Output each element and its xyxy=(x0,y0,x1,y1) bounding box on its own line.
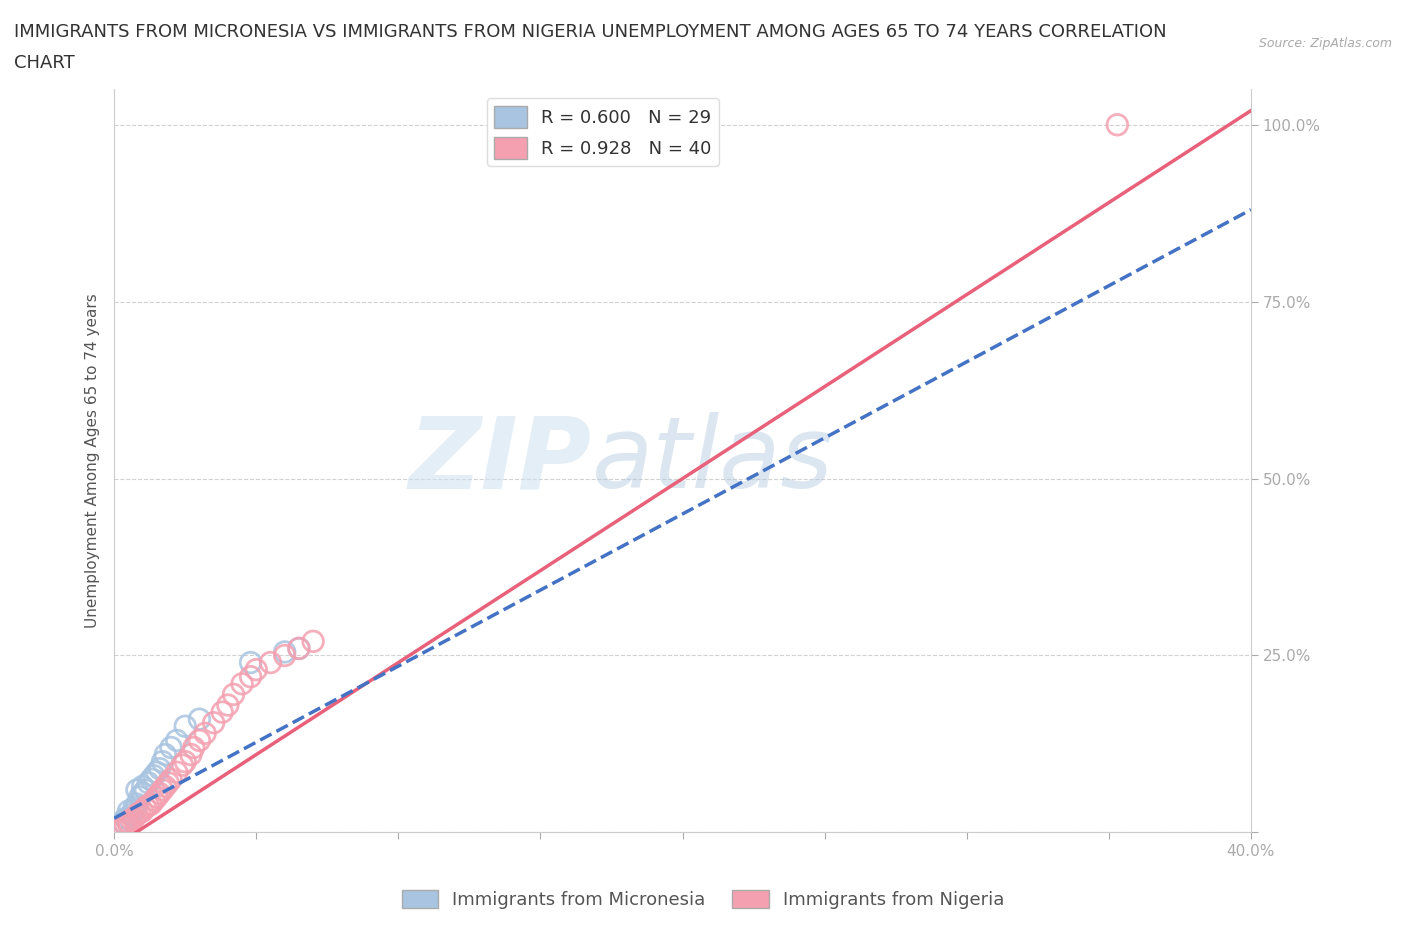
Legend: R = 0.600   N = 29, R = 0.928   N = 40: R = 0.600 N = 29, R = 0.928 N = 40 xyxy=(486,99,718,166)
Y-axis label: Unemployment Among Ages 65 to 74 years: Unemployment Among Ages 65 to 74 years xyxy=(86,294,100,629)
Point xyxy=(1107,117,1129,132)
Point xyxy=(160,772,183,787)
Point xyxy=(174,754,197,769)
Point xyxy=(139,772,162,787)
Text: Source: ZipAtlas.com: Source: ZipAtlas.com xyxy=(1258,37,1392,50)
Point xyxy=(152,754,174,769)
Point xyxy=(166,733,188,748)
Text: atlas: atlas xyxy=(592,412,834,510)
Point xyxy=(117,804,139,818)
Point xyxy=(188,733,211,748)
Point xyxy=(149,786,172,801)
Point xyxy=(217,698,239,712)
Point xyxy=(105,823,128,838)
Point xyxy=(117,815,139,830)
Point xyxy=(131,779,153,794)
Point xyxy=(111,819,134,834)
Text: IMMIGRANTS FROM MICRONESIA VS IMMIGRANTS FROM NIGERIA UNEMPLOYMENT AMONG AGES 65: IMMIGRANTS FROM MICRONESIA VS IMMIGRANTS… xyxy=(14,23,1167,41)
Point xyxy=(120,812,142,827)
Point xyxy=(146,764,169,779)
Text: ZIP: ZIP xyxy=(409,412,592,510)
Point xyxy=(239,655,262,670)
Point xyxy=(183,740,205,755)
Point xyxy=(211,705,233,720)
Point xyxy=(222,687,245,702)
Point xyxy=(180,747,202,762)
Point xyxy=(125,807,148,822)
Point xyxy=(114,811,136,826)
Point xyxy=(128,790,150,804)
Point xyxy=(155,747,177,762)
Point xyxy=(273,644,295,659)
Point xyxy=(146,790,169,804)
Point xyxy=(117,811,139,826)
Point xyxy=(131,786,153,801)
Legend: Immigrants from Micronesia, Immigrants from Nigeria: Immigrants from Micronesia, Immigrants f… xyxy=(394,883,1012,916)
Point xyxy=(288,641,311,656)
Point xyxy=(125,797,148,812)
Point xyxy=(108,817,131,832)
Point xyxy=(139,797,162,812)
Point xyxy=(136,798,159,813)
Point xyxy=(174,719,197,734)
Point xyxy=(273,648,295,663)
Point xyxy=(155,779,177,794)
Point xyxy=(152,782,174,797)
Point xyxy=(122,804,145,818)
Point xyxy=(302,634,325,649)
Point xyxy=(114,817,136,832)
Point xyxy=(136,776,159,790)
Point xyxy=(160,740,183,755)
Point xyxy=(111,815,134,830)
Point xyxy=(122,811,145,826)
Point xyxy=(117,817,139,831)
Point xyxy=(231,676,253,691)
Point xyxy=(239,670,262,684)
Point xyxy=(259,655,281,670)
Point xyxy=(108,821,131,836)
Point xyxy=(172,758,194,773)
Point xyxy=(202,715,225,730)
Point xyxy=(131,804,153,818)
Point xyxy=(149,762,172,777)
Point xyxy=(166,764,188,779)
Point xyxy=(194,726,217,741)
Point xyxy=(122,800,145,815)
Point xyxy=(143,793,166,808)
Point xyxy=(120,807,142,822)
Point xyxy=(188,711,211,726)
Point xyxy=(134,782,156,797)
Point xyxy=(288,641,311,656)
Text: CHART: CHART xyxy=(14,54,75,72)
Point xyxy=(245,662,267,677)
Point xyxy=(134,800,156,815)
Point xyxy=(128,805,150,820)
Point xyxy=(125,782,148,797)
Point xyxy=(157,776,180,790)
Point xyxy=(143,768,166,783)
Point xyxy=(105,821,128,836)
